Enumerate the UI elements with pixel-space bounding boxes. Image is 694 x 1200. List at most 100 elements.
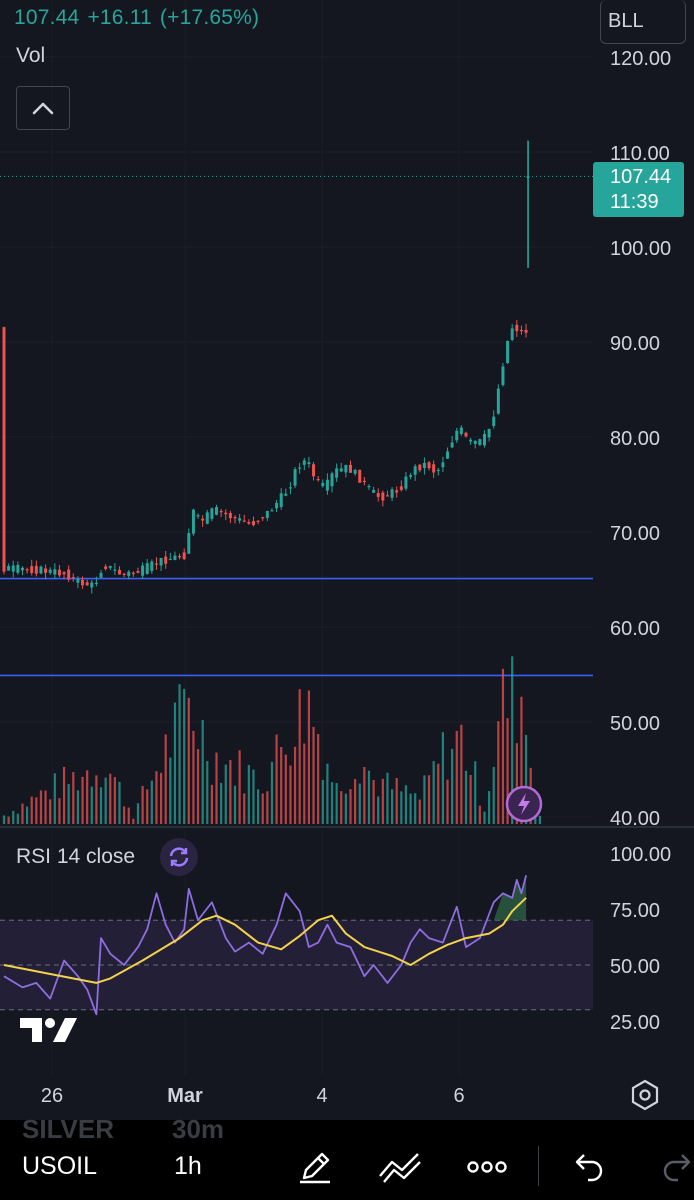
candle-body — [478, 439, 482, 445]
volume-bar — [141, 785, 144, 824]
candle-body — [330, 473, 334, 487]
volume-bar — [90, 786, 93, 824]
candle-body — [459, 427, 463, 435]
volume-bar — [266, 791, 269, 824]
rsi-overbought-fill — [493, 875, 527, 921]
volume-bar — [381, 778, 384, 824]
candle-body — [205, 512, 209, 524]
volume-bar — [464, 770, 468, 824]
pencil-icon[interactable] — [296, 1148, 334, 1186]
candle-body — [422, 462, 426, 469]
candle-body — [201, 518, 205, 521]
candle-body — [2, 327, 6, 572]
candle-body — [122, 573, 126, 575]
volume-bar — [455, 730, 458, 824]
volume-bar — [173, 702, 177, 824]
candle-body — [325, 479, 329, 491]
price-tick-label: 110.00 — [610, 143, 670, 165]
rsi-ma-line — [3, 897, 527, 984]
horizontal-lines[interactable] — [0, 577, 593, 677]
candle-body — [247, 521, 251, 524]
volume-bar — [293, 746, 297, 824]
volume-bar — [326, 763, 329, 824]
candle-body — [353, 469, 357, 474]
candle-body — [196, 515, 200, 517]
badge-price: 107.44 — [610, 166, 672, 188]
candle-body — [44, 568, 48, 573]
volume-bar — [307, 690, 311, 824]
candle-body — [316, 478, 320, 481]
candle-body — [104, 566, 108, 569]
volume-bar — [210, 784, 213, 824]
price-axis[interactable]: 120.00 110.00 100.00 90.00 80.00 70.00 60.00 50… — [610, 48, 671, 1034]
candle-body — [219, 511, 223, 513]
bottom-toolbar: SILVER 30m USOIL 1h — [0, 1114, 694, 1200]
candle-body — [228, 513, 232, 519]
interval-selector[interactable]: 1h — [174, 1152, 202, 1180]
time-axis[interactable]: 26 Mar 4 6 — [41, 1085, 465, 1107]
more-dots-icon[interactable] — [466, 1148, 508, 1186]
candle-body — [136, 570, 140, 573]
volume-bar — [104, 777, 107, 824]
volume-bar — [437, 763, 440, 824]
time-tick-label: 4 — [316, 1085, 327, 1107]
candle-body — [94, 582, 98, 585]
candle-body — [367, 485, 371, 488]
candle-body — [53, 569, 57, 575]
rsi-tick-label: 25.00 — [610, 1012, 660, 1034]
time-tick-label: 6 — [453, 1085, 464, 1107]
lightning-button[interactable] — [505, 785, 543, 828]
volume-bar — [377, 796, 380, 824]
candle-body — [242, 520, 246, 522]
symbol-button[interactable]: BLL — [600, 0, 686, 44]
candle-body — [446, 451, 450, 459]
volume-bar — [224, 764, 227, 824]
candle-body — [307, 462, 311, 465]
candle-body — [145, 563, 149, 575]
volume-bar — [358, 783, 361, 824]
volume-bar — [280, 747, 283, 824]
symbol-selector[interactable]: USOIL — [22, 1152, 98, 1180]
volume-bar — [118, 781, 121, 824]
volume-bar — [418, 799, 421, 824]
candle-body — [284, 493, 288, 496]
volume-bar — [460, 724, 463, 824]
volume-bar — [367, 770, 371, 824]
volume-bar — [427, 775, 431, 824]
volume-bar — [312, 726, 315, 824]
candle-body — [510, 328, 514, 340]
volume-bar — [520, 696, 523, 824]
time-tick-label: Mar — [167, 1085, 203, 1107]
volume-bar — [488, 791, 491, 824]
candle-body — [187, 533, 191, 554]
candle-body — [344, 464, 348, 473]
volume-bar — [298, 689, 301, 824]
volume-bar — [538, 815, 542, 824]
candle-body — [173, 555, 177, 560]
indicators-icon[interactable] — [378, 1148, 424, 1186]
candle-body — [279, 493, 283, 508]
volume-bar — [67, 784, 70, 824]
candle-body — [496, 388, 500, 414]
volume-bar — [492, 766, 495, 824]
volume-bar — [321, 779, 324, 824]
volume-bar — [95, 775, 98, 824]
candle-body — [154, 563, 158, 565]
candle-body — [265, 510, 269, 518]
hexagon-settings-icon[interactable] — [628, 1078, 662, 1112]
redo-icon[interactable] — [660, 1148, 694, 1186]
price-header: 107.44 +16.11 (+17.65%) — [14, 6, 267, 30]
candle-body — [358, 469, 362, 483]
volume-bar — [215, 752, 218, 824]
volume-bar — [72, 772, 75, 824]
collapse-legend-button[interactable] — [16, 86, 70, 130]
candle-body — [16, 564, 20, 573]
volume-bar — [451, 748, 454, 824]
volume-bar — [354, 779, 357, 824]
undo-icon[interactable] — [572, 1148, 606, 1186]
volume-bar — [150, 780, 153, 824]
candle-body — [131, 572, 135, 574]
rsi-refresh-button[interactable] — [160, 838, 198, 876]
candlesticks — [2, 140, 530, 594]
